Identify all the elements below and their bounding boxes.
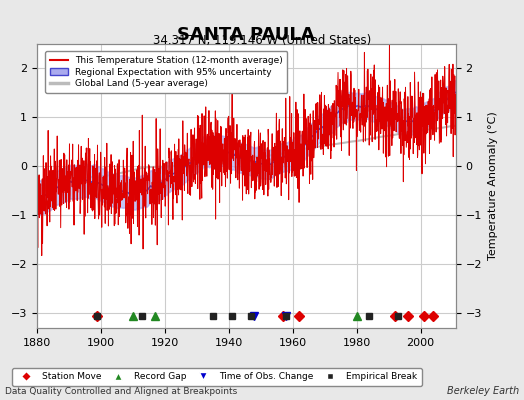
Title: SANTA PAULA: SANTA PAULA <box>178 26 315 44</box>
Y-axis label: Temperature Anomaly (°C): Temperature Anomaly (°C) <box>488 112 498 260</box>
Text: Data Quality Controlled and Aligned at Breakpoints: Data Quality Controlled and Aligned at B… <box>5 387 237 396</box>
Legend: Station Move, Record Gap, Time of Obs. Change, Empirical Break: Station Move, Record Gap, Time of Obs. C… <box>12 368 422 386</box>
Text: 34.317 N, 119.146 W (United States): 34.317 N, 119.146 W (United States) <box>153 34 371 47</box>
Text: Berkeley Earth: Berkeley Earth <box>446 386 519 396</box>
